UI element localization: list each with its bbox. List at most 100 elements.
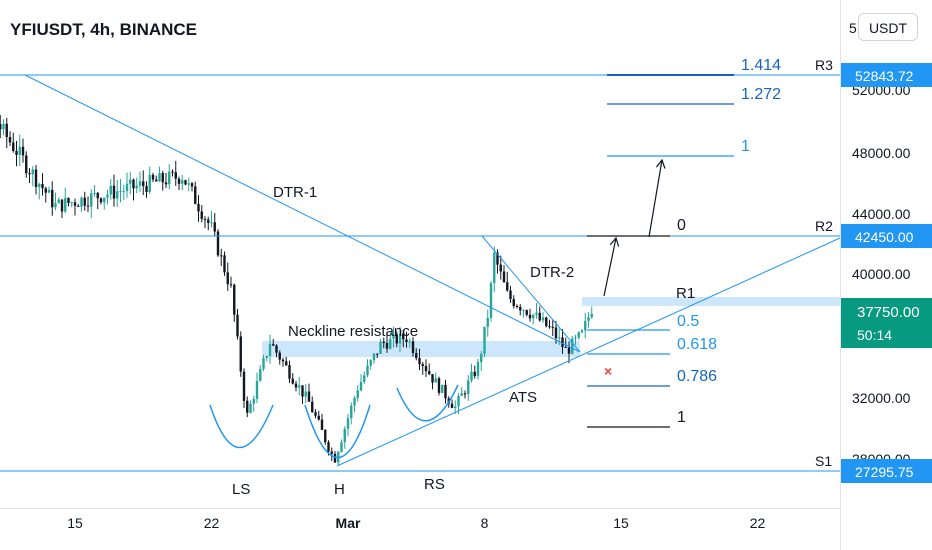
candle-body-25 [18,146,21,155]
candle-body-135 [376,353,379,355]
bar-countdown-text: 50:14 [857,327,892,343]
candle-body-57 [122,191,125,193]
candle-body-28 [28,173,31,175]
ats-line [336,237,841,467]
candle-body-169 [486,317,489,327]
candle-body-64 [145,185,148,193]
time-tick-0: 15 [67,515,83,531]
time-tick-3: 8 [481,515,489,531]
candle-body-95 [246,400,249,413]
ls-label: LS [232,481,250,498]
candle-body-139 [389,338,392,349]
candle-body-160 [457,395,460,407]
candle-body-78 [190,183,194,187]
candle-body-58 [125,183,129,192]
candle-body-26 [21,146,25,156]
candle-body-65 [148,174,151,193]
candle-body-201 [590,313,593,318]
candle-body-182 [528,314,532,319]
candles [0,114,593,465]
candle-body-93 [239,336,242,372]
dtr1-line [24,74,581,353]
candle-body-197 [577,332,580,338]
candle-body-66 [151,174,155,180]
candle-body-76 [184,180,187,185]
candle-body-146 [411,341,415,354]
price-tick-3: 40000.00 [852,266,911,282]
candle-body-35 [51,189,54,208]
candle-body-175 [506,282,509,291]
candle-body-50 [99,198,103,203]
candle-body-163 [467,380,470,395]
candle-body-102 [268,344,272,356]
candle-body-173 [499,264,502,272]
candle-body-181 [525,310,528,315]
candle-body-40 [67,197,70,203]
candle-body-117 [317,415,320,420]
candle-body-59 [129,179,132,184]
candle-body-108 [288,365,291,379]
candle-body-153 [434,378,437,383]
candle-body-144 [405,339,408,343]
candle-body-104 [275,345,278,353]
candle-body-75 [181,180,184,184]
candle-body-172 [496,252,499,265]
candle-body-42 [73,202,77,206]
candle-body-119 [324,429,327,443]
candle-body-20 [2,123,5,130]
arrow-r1-to-r2-shaft [603,237,617,297]
candle-body-170 [489,283,493,318]
rs-arc [396,384,459,422]
candle-body-178 [515,305,519,307]
candle-body-154 [437,378,441,393]
candle-body-109 [291,378,294,384]
candle-body-196 [574,337,577,339]
candle-body-91 [233,284,236,315]
candle-body-131 [363,375,366,382]
candle-body-129 [356,390,359,398]
candle-body-86 [216,231,220,256]
arrow-r2-to-target-shaft [648,159,663,238]
candle-body-167 [480,353,483,363]
candle-body-63 [142,181,145,186]
arrow-r2-to-target-head [655,158,666,169]
candle-body-194 [567,347,571,354]
candle-body-103 [272,344,275,346]
candle-body-174 [502,271,506,283]
candle-body-60 [132,179,135,189]
candle-body-124 [340,442,343,452]
candle-body-87 [220,255,223,257]
time-tick-1: 22 [204,515,220,531]
candle-body-158 [450,403,454,408]
candle-body-136 [379,341,382,354]
candle-body-83 [207,219,210,223]
candle-body-80 [197,203,200,212]
neckline-label: Neckline resistance [288,323,418,340]
unit-prefix: 5 [849,20,857,36]
unit-label: USDT [868,20,908,36]
candle-body-187 [545,317,548,327]
tag-label-R2: R2 [815,218,833,234]
fib-0618-label: 0.618 [677,336,717,353]
candle-body-132 [366,365,369,376]
candle-body-52 [106,194,109,198]
candle-body-192 [561,337,564,347]
candle-body-195 [571,338,574,354]
candle-body-198 [580,330,584,333]
dtr1-label: DTR-1 [273,184,317,201]
candle-body-30 [34,169,38,188]
candle-body-200 [587,317,590,321]
candle-body-116 [314,412,317,416]
candle-body-134 [372,353,376,361]
fib-0786-label: 0.786 [677,368,717,385]
candle-body-34 [47,189,51,193]
candle-body-71 [168,171,171,185]
candle-body-99 [259,368,262,381]
candle-body-128 [353,397,356,406]
candle-body-148 [418,358,421,365]
candle-body-147 [415,353,418,359]
currency-unit-button[interactable]: 5 USDT [849,13,918,41]
candle-body-45 [83,197,86,206]
candle-body-94 [242,371,246,401]
